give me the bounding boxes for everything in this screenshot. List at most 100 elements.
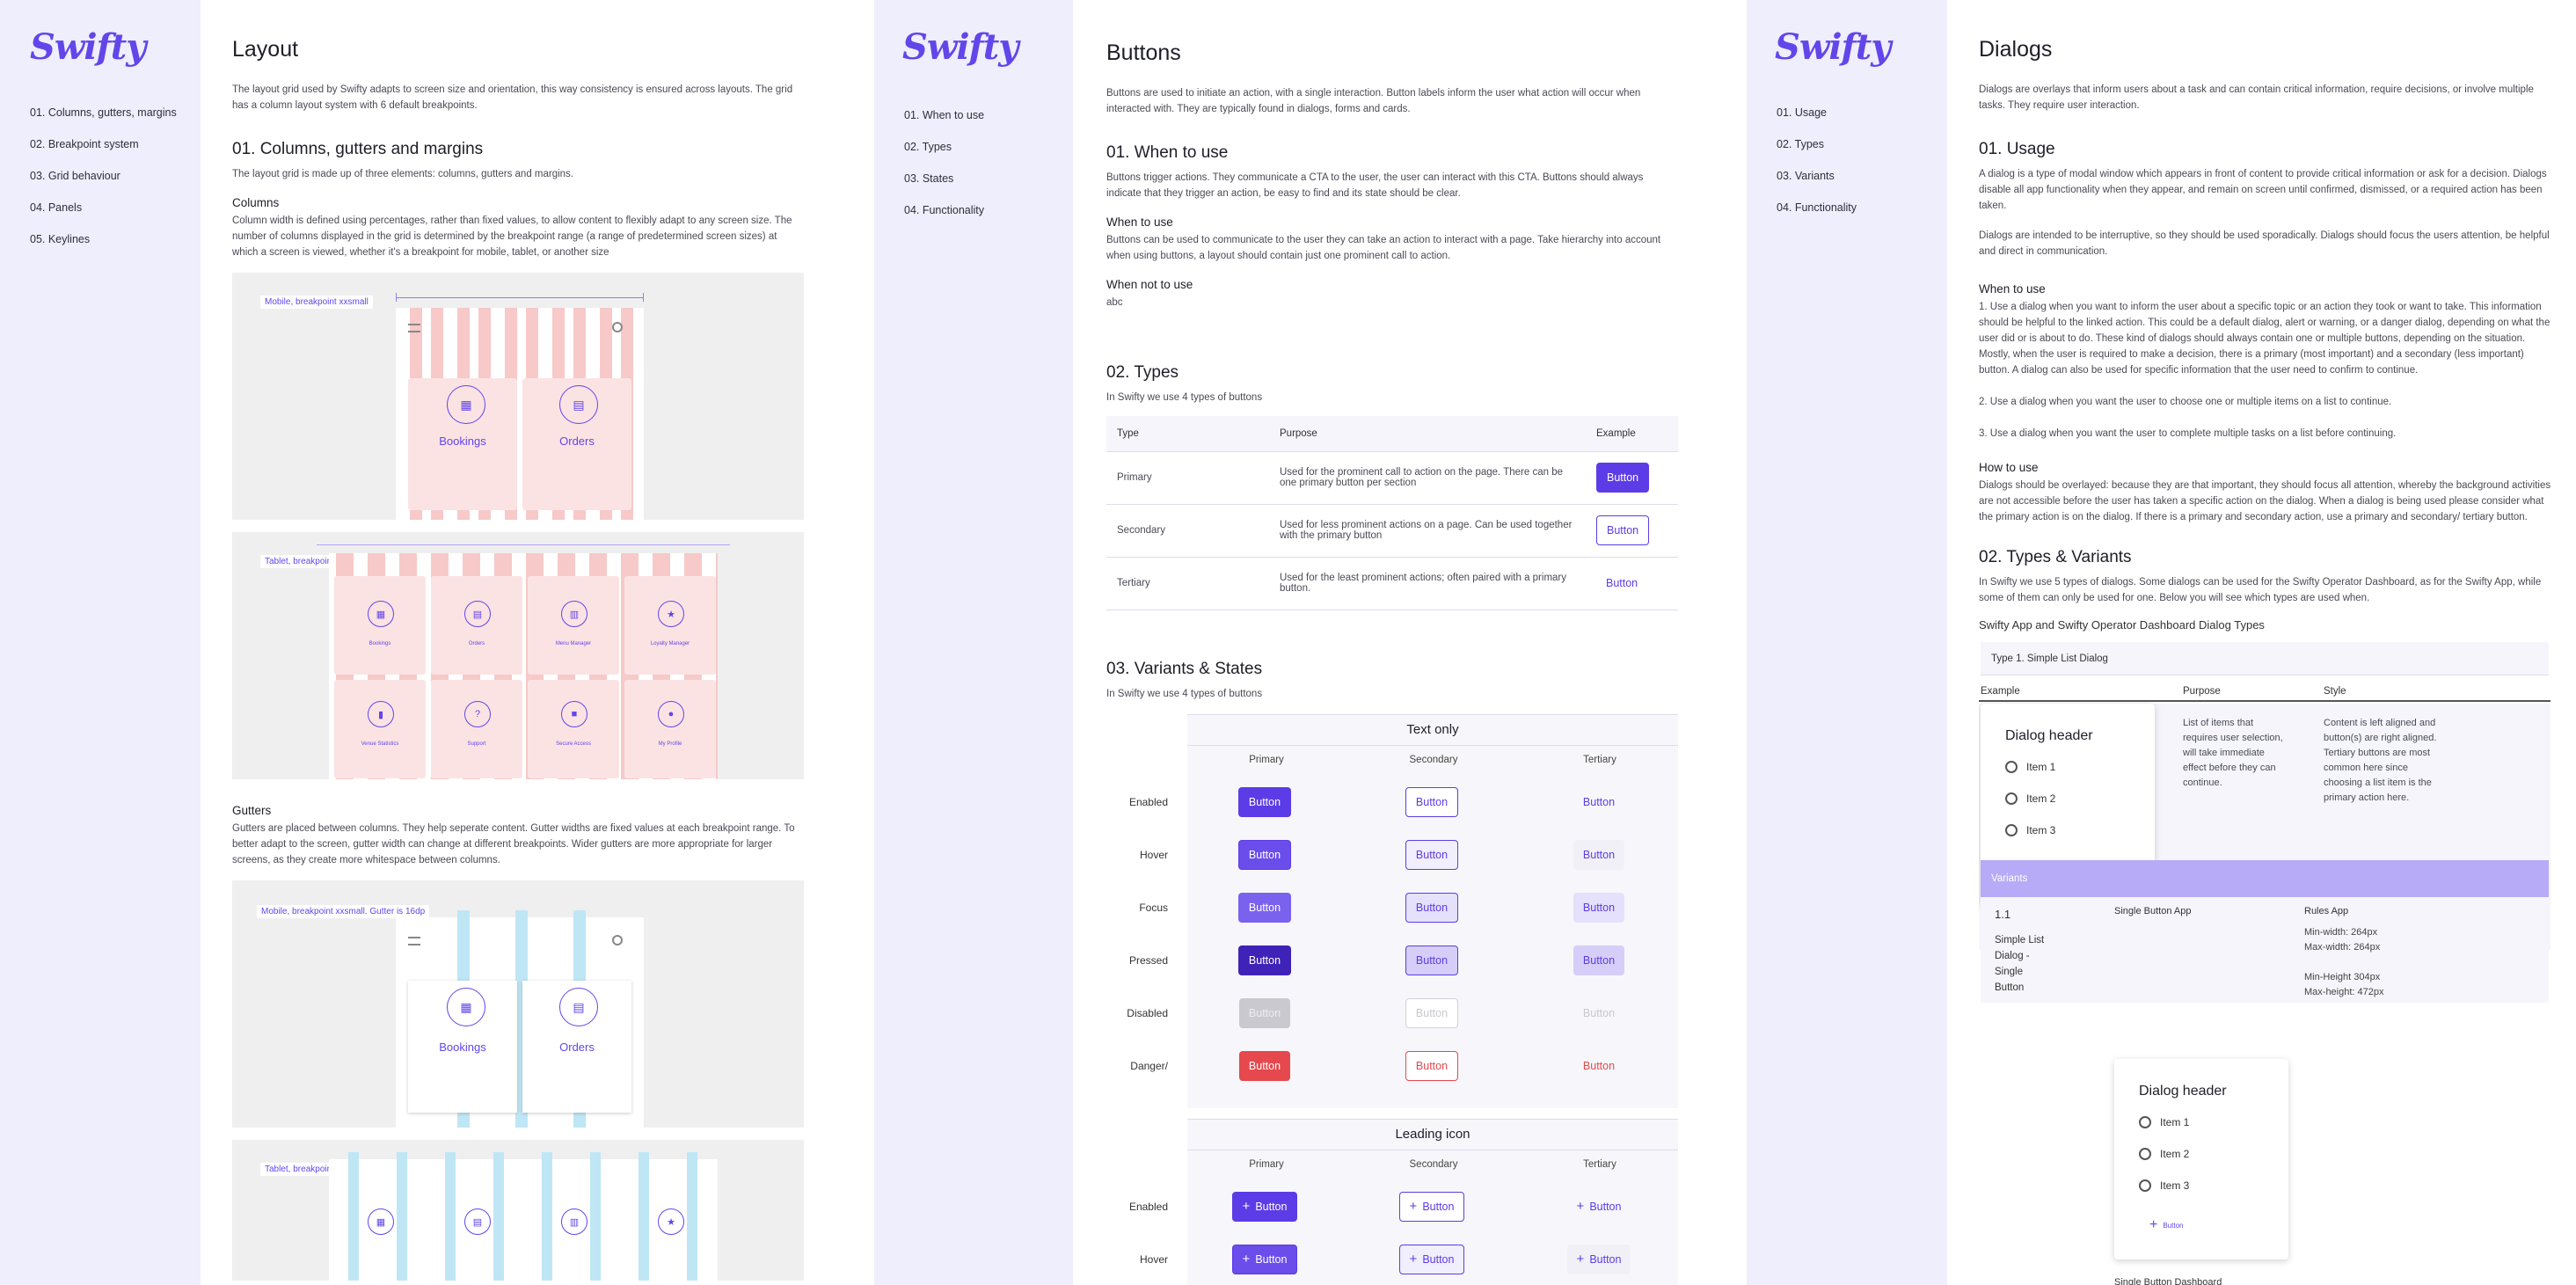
tile-label: Orders	[559, 434, 595, 448]
secondary-disabled-button[interactable]: Button	[1405, 997, 1459, 1028]
nav-item-variants[interactable]: 03. Variants	[1777, 170, 1835, 182]
tertiary-icon-hover-button[interactable]: + Button	[1566, 1244, 1631, 1274]
nav-item-functionality[interactable]: 04. Functionality	[904, 204, 985, 216]
sub-heading: When to use	[1979, 282, 2046, 296]
secondary-focus-button[interactable]: Button	[1405, 892, 1459, 923]
nav-item-states[interactable]: 03. States	[904, 172, 954, 185]
tertiary-focus-button[interactable]: Button	[1573, 892, 1625, 923]
plus-icon: +	[1576, 1252, 1585, 1267]
state-label: Pressed	[1128, 953, 1168, 967]
secondary-pressed-button[interactable]: Button	[1405, 945, 1459, 975]
column-header: Secondary	[1409, 1158, 1458, 1170]
tile-label: Secure Access	[556, 741, 591, 747]
variant-name: Simple List Dialog - Single Button	[1995, 935, 2045, 993]
primary-icon-button[interactable]: + Button	[1231, 1191, 1298, 1222]
secondary-enabled-button[interactable]: Button	[1405, 786, 1459, 817]
tertiary-pressed-button[interactable]: Button	[1573, 945, 1625, 975]
primary-icon-hover-button[interactable]: + Button	[1231, 1244, 1298, 1274]
primary-disabled-button[interactable]: Button	[1238, 997, 1291, 1028]
tablet-columns-image: Tablet, breakpoint small ▦ ▤ ▥ ★ ▮ ? ■ ●…	[232, 532, 804, 779]
mobile-columns-image: Mobile, breakpoint xxsmall ▦ ▤ Bookings …	[232, 273, 804, 520]
nav-item-types[interactable]: 02. Types	[904, 141, 952, 153]
nav-item-keylines[interactable]: 05. Keylines	[30, 233, 91, 245]
secondary-icon-button[interactable]: + Button	[1398, 1191, 1465, 1222]
nav-item-functionality[interactable]: 04. Functionality	[1777, 201, 1857, 214]
type-header: Type 1. Simple List Dialog	[1981, 642, 2549, 675]
add-button[interactable]: +Button	[2149, 1217, 2184, 1232]
nav-item-panels[interactable]: 04. Panels	[30, 201, 83, 214]
nav-item-usage[interactable]: 01. Usage	[1777, 106, 1827, 119]
list-item[interactable]: Item 2	[2139, 1138, 2288, 1170]
user-icon	[2005, 824, 2018, 836]
list-item[interactable]: Item 3	[2005, 814, 2155, 846]
secondary-danger-button[interactable]: Button	[1405, 1050, 1459, 1081]
nav-item-types[interactable]: 02. Types	[1777, 138, 1824, 150]
rule-text: Min-Height 304px	[2304, 972, 2381, 982]
primary-button[interactable]: Button	[1596, 463, 1650, 493]
list-item[interactable]: Item 2	[2005, 783, 2155, 814]
table-row: Secondary Used for less prominent action…	[1106, 504, 1678, 558]
primary-pressed-button[interactable]: Button	[1237, 945, 1292, 975]
calendar-icon: ▦	[368, 1208, 394, 1235]
section-text: The layout grid is made up of three elem…	[232, 169, 574, 179]
nav-item-grid-behaviour[interactable]: 03. Grid behaviour	[30, 170, 120, 182]
nav-item-when-to-use[interactable]: 01. When to use	[904, 109, 985, 121]
list-item[interactable]: Item 1	[2005, 751, 2155, 783]
column-header: Tertiary	[1583, 1158, 1616, 1170]
tertiary-enabled-button[interactable]: Button	[1582, 795, 1616, 808]
rules-label: Rules App	[2304, 906, 2349, 916]
secondary-icon-hover-button[interactable]: + Button	[1398, 1244, 1465, 1274]
secondary-button[interactable]: Button	[1596, 515, 1650, 545]
nav-item-breakpoints[interactable]: 02. Breakpoint system	[30, 138, 139, 150]
column-header: Purpose	[2183, 686, 2221, 697]
state-label: Focus	[1139, 901, 1168, 914]
tile-label: Venue Statistics	[361, 741, 399, 747]
tertiary-icon-button[interactable]: + Button	[1576, 1199, 1622, 1214]
state-label: Danger/	[1130, 1059, 1168, 1072]
page-title: Layout	[232, 37, 299, 62]
buttons-page: Buttons Buttons are used to initiate an …	[1106, 0, 1680, 1285]
tertiary-disabled-button[interactable]: Button	[1582, 1006, 1616, 1019]
variant-app-label: Single Button App	[2114, 906, 2192, 916]
primary-focus-button[interactable]: Button	[1237, 892, 1292, 923]
star-icon: ★	[658, 601, 684, 627]
user-icon	[2005, 792, 2018, 805]
tertiary-danger-button[interactable]: Button	[1582, 1059, 1616, 1072]
section-heading: 03. Variants & States	[1106, 659, 1263, 678]
column-header: Purpose	[1269, 416, 1586, 452]
tablet-tile	[431, 680, 522, 778]
secondary-hover-button[interactable]: Button	[1405, 839, 1459, 870]
primary-danger-button[interactable]: Button	[1238, 1050, 1291, 1081]
nav-item-columns[interactable]: 01. Columns, gutters, margins	[30, 106, 177, 119]
user-icon	[2139, 1148, 2151, 1160]
primary-enabled-button[interactable]: Button	[1237, 786, 1292, 817]
when-text: 3. Use a dialog when you want the user t…	[1979, 428, 2397, 439]
dialog-example-app: Dialog header Item 1 Item 2 Item 3 + Butt…	[2114, 1059, 2288, 1259]
state-label: Enabled	[1128, 795, 1168, 808]
dialog-header: Dialog header	[2005, 728, 2093, 743]
how-text: Dialogs should be overlayed: because the…	[1979, 480, 2551, 522]
tertiary-hover-button[interactable]: Button	[1573, 839, 1625, 870]
primary-hover-button[interactable]: Button	[1237, 839, 1292, 870]
section-heading: 01. Columns, gutters and margins	[232, 140, 484, 158]
tablet-tile	[624, 680, 716, 778]
column-header: Primary	[1249, 1158, 1284, 1170]
plus-icon: +	[1242, 1199, 1251, 1214]
lock-icon: ■	[561, 701, 587, 727]
sub-heading: When not to use	[1106, 278, 1193, 291]
when-text: 1. Use a dialog when you want to inform …	[1979, 302, 2550, 376]
rule-text: Max-width: 264px	[2304, 942, 2381, 953]
column-header: Example	[1981, 686, 2020, 697]
dialog-header: Dialog header	[2139, 1084, 2227, 1099]
image-label: Mobile, breakpoint xxsmall	[260, 296, 373, 309]
tertiary-button[interactable]: Button	[1606, 577, 1638, 589]
list-item[interactable]: Item 1	[2139, 1106, 2288, 1138]
menu-book-icon: ▥	[561, 601, 587, 627]
column-header: Secondary	[1409, 754, 1458, 765]
state-label: Enabled	[1128, 1200, 1168, 1213]
state-label: Disabled	[1127, 1006, 1168, 1019]
variant-number: 1.1	[1995, 908, 2011, 921]
list-item[interactable]: Item 3	[2139, 1170, 2288, 1201]
table-row: Tertiary Used for the least prominent ac…	[1106, 557, 1678, 610]
document-icon: ▤	[464, 1208, 491, 1235]
